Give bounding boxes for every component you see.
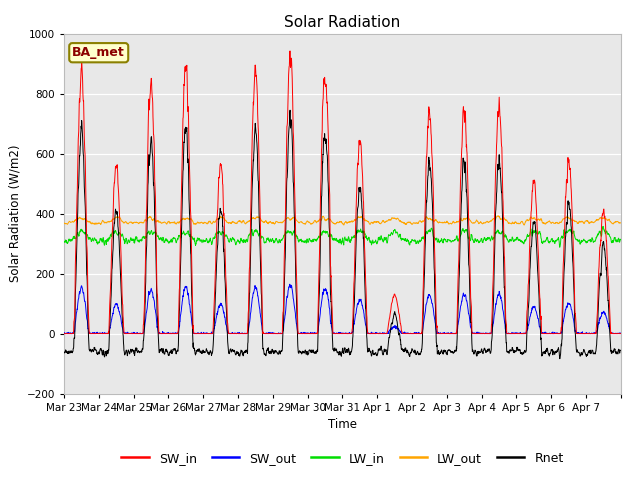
X-axis label: Time: Time — [328, 418, 357, 431]
Text: BA_met: BA_met — [72, 46, 125, 59]
Legend: SW_in, SW_out, LW_in, LW_out, Rnet: SW_in, SW_out, LW_in, LW_out, Rnet — [116, 447, 569, 469]
Title: Solar Radiation: Solar Radiation — [284, 15, 401, 30]
Y-axis label: Solar Radiation (W/m2): Solar Radiation (W/m2) — [8, 145, 21, 282]
